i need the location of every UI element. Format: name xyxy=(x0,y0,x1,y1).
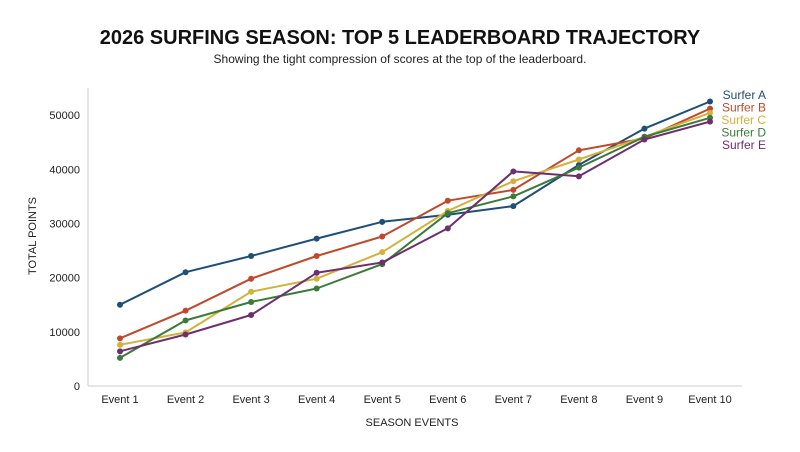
x-tick-label: Event 4 xyxy=(298,394,335,406)
x-tick-label: Event 7 xyxy=(495,394,532,406)
data-point xyxy=(707,105,713,112)
legend-entry: Surfer A xyxy=(723,88,766,102)
data-point xyxy=(313,285,320,292)
data-point xyxy=(510,168,517,175)
chart-title: 2026 SURFING SEASON: TOP 5 LEADERBOARD T… xyxy=(100,27,701,49)
data-point xyxy=(117,348,123,355)
y-tick-label: 40000 xyxy=(49,164,80,176)
y-tick-label: 10000 xyxy=(49,327,80,339)
x-axis-label: SEASON EVENTS xyxy=(366,417,459,429)
data-point xyxy=(248,275,255,282)
data-point xyxy=(379,259,386,266)
chart-subtitle: Showing the tight compression of scores … xyxy=(214,52,587,66)
data-point xyxy=(707,98,713,105)
series-line xyxy=(119,116,711,359)
data-point xyxy=(313,269,320,276)
y-tick-label: 50000 xyxy=(49,110,80,122)
data-point xyxy=(510,193,517,200)
data-point xyxy=(117,341,123,348)
x-tick-label: Event 8 xyxy=(560,394,597,406)
data-point xyxy=(313,252,320,259)
x-tick-label: Event 1 xyxy=(101,394,138,406)
data-point xyxy=(182,331,189,338)
series-5 xyxy=(117,118,713,355)
data-point xyxy=(444,197,451,204)
x-tick-label: Event 6 xyxy=(429,394,466,406)
data-point xyxy=(510,186,517,193)
data-point xyxy=(182,317,189,324)
legend-entry: Surfer B xyxy=(722,101,766,115)
data-point xyxy=(248,299,255,306)
data-point xyxy=(575,173,582,180)
legend-entry: Surfer D xyxy=(721,126,766,140)
x-tick-label: Event 5 xyxy=(364,394,401,406)
series-1 xyxy=(117,98,713,308)
data-point xyxy=(248,252,255,259)
x-tick-label: Event 10 xyxy=(688,394,731,406)
data-point xyxy=(182,307,189,314)
data-point xyxy=(575,164,582,171)
data-point xyxy=(707,109,713,116)
y-axis-label: TOTAL POINTS xyxy=(27,197,39,275)
legend-entry: Surfer C xyxy=(721,113,766,127)
data-point xyxy=(641,125,648,132)
series-line xyxy=(119,120,711,353)
x-tick-label: Event 3 xyxy=(232,394,269,406)
series-layer xyxy=(117,98,713,361)
data-point xyxy=(117,354,123,361)
data-point xyxy=(510,203,517,210)
data-point xyxy=(313,235,320,242)
data-point xyxy=(117,335,123,342)
series-line xyxy=(119,107,711,340)
data-point xyxy=(182,269,189,276)
data-point xyxy=(641,136,648,143)
y-tick-label: 30000 xyxy=(49,218,80,230)
x-tick-label: Event 2 xyxy=(167,394,204,406)
data-point xyxy=(313,275,320,282)
data-point xyxy=(707,118,713,125)
data-point xyxy=(117,301,123,308)
axes: 0 10000 20000 30000 40000 50000 Event 1 Event 2… xyxy=(49,88,742,406)
data-point xyxy=(444,210,451,217)
data-point xyxy=(248,288,255,295)
series-2 xyxy=(117,105,713,342)
data-point xyxy=(444,225,451,232)
x-tick-label: Event 9 xyxy=(626,394,663,406)
data-point xyxy=(379,233,386,240)
data-point xyxy=(575,156,582,163)
y-tick-label: 0 xyxy=(74,381,80,393)
legend-entry: Surfer E xyxy=(722,138,766,152)
data-point xyxy=(575,147,582,154)
data-point xyxy=(379,218,386,225)
y-tick-label: 20000 xyxy=(49,273,80,285)
data-point xyxy=(510,178,517,185)
series-line xyxy=(119,100,711,306)
data-point xyxy=(248,312,255,319)
data-point xyxy=(379,249,386,256)
